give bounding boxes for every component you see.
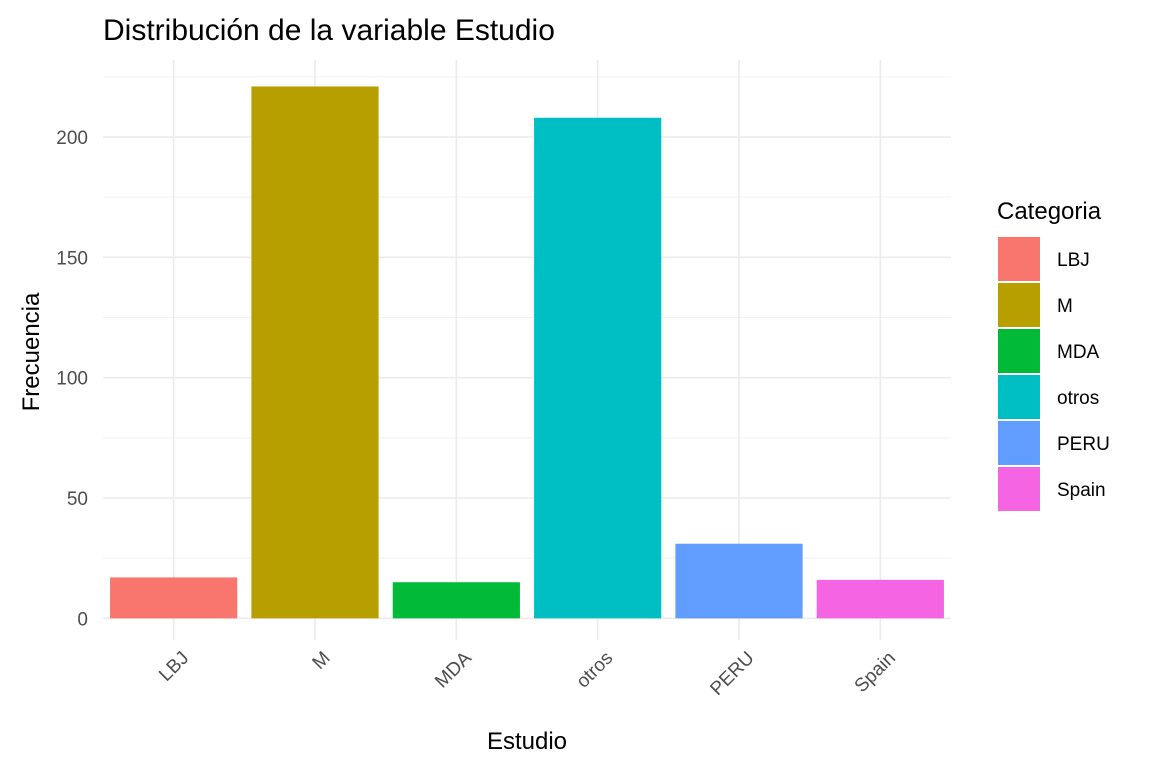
legend-key-peru bbox=[998, 421, 1040, 465]
y-tick-label: 50 bbox=[67, 489, 88, 510]
bar-peru bbox=[675, 543, 803, 619]
legend-key-spain bbox=[998, 467, 1040, 511]
x-tick-label: M bbox=[309, 648, 335, 674]
legend-key-lbj bbox=[998, 237, 1040, 281]
bar-mda bbox=[392, 582, 520, 619]
legend-label: LBJ bbox=[1057, 250, 1090, 271]
bar-otros bbox=[534, 117, 662, 619]
legend-items: LBJ M MDA otros PERU Spain bbox=[998, 237, 1110, 511]
y-tick-labels: 0 50 100 150 200 bbox=[56, 128, 88, 630]
legend-label: PERU bbox=[1057, 434, 1110, 455]
x-tick-labels: LBJ M MDA otros PERU Spain bbox=[155, 648, 900, 700]
bar-spain bbox=[816, 579, 944, 619]
legend-label: M bbox=[1057, 296, 1073, 317]
bars bbox=[110, 86, 944, 619]
x-tick-label: MDA bbox=[431, 648, 476, 693]
y-axis-label: Frecuencia bbox=[18, 292, 45, 411]
legend-label: otros bbox=[1057, 388, 1099, 409]
minor-gridlines bbox=[103, 76, 951, 559]
legend-label: MDA bbox=[1057, 342, 1100, 363]
legend-label: Spain bbox=[1057, 480, 1106, 501]
legend-key-otros bbox=[998, 375, 1040, 419]
y-tick-label: 150 bbox=[56, 248, 88, 269]
legend: Categoria LBJ M MDA otros PERU Spain bbox=[997, 198, 1110, 511]
legend-key-mda bbox=[998, 329, 1040, 373]
y-tick-label: 200 bbox=[56, 128, 88, 149]
x-tick-label: PERU bbox=[706, 648, 758, 700]
x-tick-label: LBJ bbox=[155, 648, 193, 686]
y-tick-label: 100 bbox=[56, 369, 88, 390]
y-tick-label: 0 bbox=[77, 609, 88, 630]
bar-lbj bbox=[110, 577, 238, 619]
bar-m bbox=[251, 86, 379, 619]
chart-title: Distribución de la variable Estudio bbox=[103, 14, 555, 47]
legend-key-m bbox=[998, 283, 1040, 327]
x-tick-label: otros bbox=[573, 648, 618, 693]
x-axis-label: Estudio bbox=[487, 728, 567, 755]
x-tick-label: Spain bbox=[851, 648, 900, 697]
major-gridlines bbox=[103, 60, 951, 640]
legend-title: Categoria bbox=[997, 198, 1102, 225]
